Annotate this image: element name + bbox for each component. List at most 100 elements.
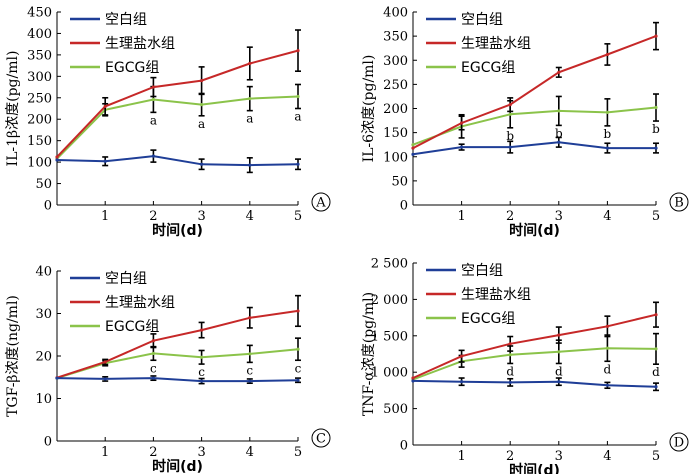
data-point [460,121,464,125]
y-tick-label: 400 [383,6,408,21]
y-tick-label: 0 [400,199,408,214]
legend-entry: 空白组 [461,263,503,279]
significance-label: a [294,110,301,124]
x-tick-label: 4 [246,445,254,460]
data-point [296,347,300,351]
data-point [151,339,155,343]
data-point [654,313,658,317]
x-tick-label: 2 [149,445,157,460]
series-line [56,95,299,160]
data-point [508,353,512,357]
legend-entry: 生理盐水组 [461,36,531,52]
data-point [605,52,610,57]
x-tick-label: 4 [603,449,611,464]
data-point [55,155,59,159]
x-tick-label: 1 [101,445,109,460]
significance-label: c [246,363,253,377]
data-point [200,162,204,166]
significance-label: a [150,113,157,127]
panel-letter: D [674,436,684,451]
y-tick-label: 50 [391,174,408,189]
chart-panel-b: 0 50 100 150 200 250 300 350 400 1 2 3 4 5 时间(d) IL-6浓度… [361,6,689,239]
data-point [605,346,610,350]
data-point [508,342,512,346]
legend-entry: 空白组 [461,12,503,28]
data-point [557,109,561,113]
legend-entry: EGCG组 [461,60,515,76]
data-point [654,347,658,351]
y-tick-label: 2 500 [371,257,408,272]
panel-letter-circle [669,192,689,212]
x-tick-label: 1 [101,209,109,224]
panel-letter: C [316,432,326,447]
data-point [151,85,155,89]
legend-entry: EGCG组 [105,60,159,76]
data-point [248,379,252,383]
x-tick-label: 2 [506,209,514,224]
series-line [412,379,657,388]
chart-panel-a: 0 50 100 150 200 250 300 350 400 450 1 2 3 4 5 时间(d) IL-… [5,6,331,239]
significance-label: d [506,364,514,378]
x-tick-label: 2 [149,209,157,224]
data-point [200,379,204,383]
y-tick-label: 200 [27,113,52,128]
significance-label: b [604,127,612,141]
data-point [103,377,107,381]
y-tick-label: 350 [27,48,52,63]
significance-label: b [652,122,660,136]
y-tick-label: 400 [27,27,52,42]
series-line [56,155,299,167]
y-tick-label: 300 [27,70,52,85]
x-tick-label: 4 [603,209,611,224]
y-tick-label: 20 [35,350,52,365]
y-tick-label: 100 [27,156,52,171]
data-point [605,324,610,328]
x-tick-label: 5 [294,209,302,224]
legend-entry: 生理盐水组 [105,36,175,52]
panel-letter: B [674,196,684,211]
series-blank [55,375,301,385]
x-tick-label: 5 [652,449,660,464]
panel-letter-circle [311,428,331,448]
legend-entry: 生理盐水组 [105,295,175,311]
series-line [56,348,299,380]
y-tick-label: 40 [35,265,52,280]
significance-label: c [295,361,302,375]
series-saline [55,294,301,380]
data-point [55,158,59,162]
data-point [508,112,512,116]
data-point [557,140,561,144]
series-blank [55,149,301,174]
chart-panel-c: 0 10 20 30 40 1 2 3 4 5 时间(d) TGF-β浓度(ng/ml) c c c c 空白组… [5,265,331,474]
data-point [557,350,561,354]
y-tick-label: 0 [44,435,52,450]
data-point [200,103,204,107]
y-tick-label: 250 [27,91,52,106]
panel-letter-circle [669,432,689,452]
y-tick-label: 200 [383,102,408,117]
y-tick-label: 1 000 [371,366,408,381]
data-point [200,79,204,83]
panel-letter-circle [311,192,331,212]
series-saline [55,29,301,159]
series-line [412,141,656,156]
data-point [248,97,252,101]
x-tick-label: 1 [457,449,465,464]
series-line [412,106,657,146]
data-point [248,316,252,320]
y-axis-title: IL-6浓度(pg/ml) [361,55,377,163]
significance-label: c [198,365,205,379]
series-blank [411,136,659,156]
data-point [557,380,561,384]
data-point [296,162,300,166]
data-point [151,376,155,380]
data-point [411,146,415,150]
significance-label: a [198,117,205,131]
data-point [296,378,300,382]
